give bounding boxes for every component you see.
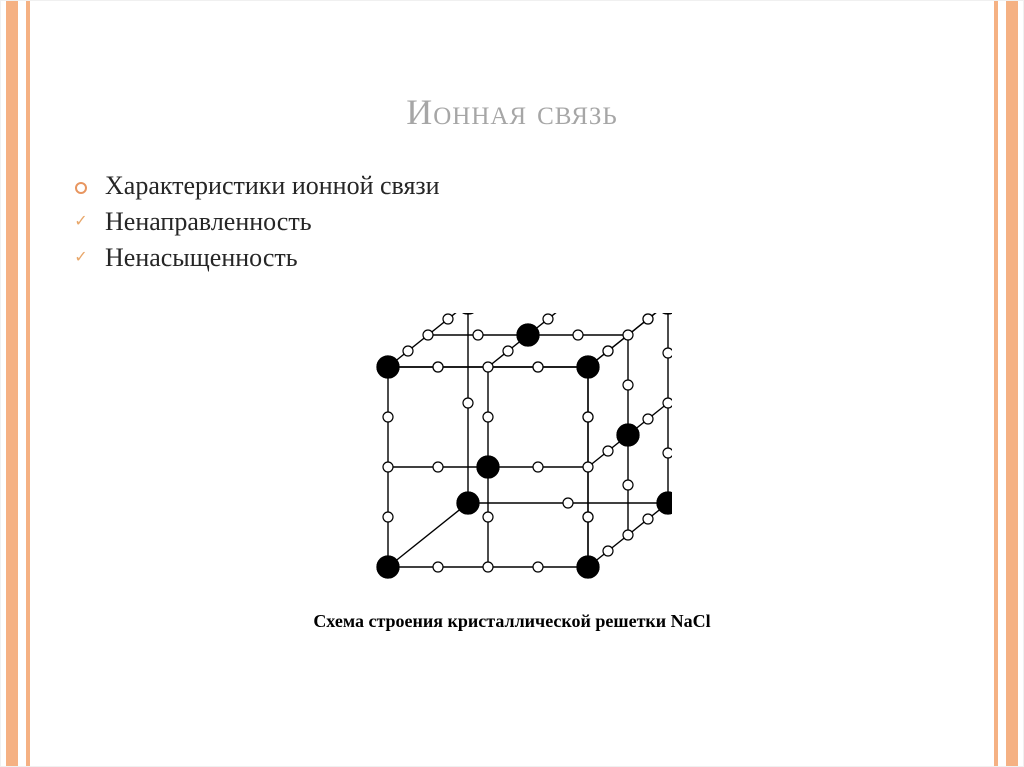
check-icon: ✓ (71, 214, 91, 230)
bullet-main-text: Характеристики ионной связи (105, 171, 440, 201)
bullet-sub-1-text: Ненаправленность (105, 207, 312, 237)
diagram-caption: Схема строения кристаллической решетки N… (313, 611, 710, 632)
bullet-sub-2: ✓ Ненасыщенность (71, 243, 953, 273)
check-icon: ✓ (71, 250, 91, 266)
ring-bullet-icon (71, 171, 91, 201)
diagram-wrap: Схема строения кристаллической решетки N… (71, 313, 953, 632)
crystal-lattice-diagram (352, 313, 672, 603)
body-area: Характеристики ионной связи ✓ Ненаправле… (71, 171, 953, 632)
title-area: Ионная связь (1, 91, 1023, 133)
slide-title: Ионная связь (1, 91, 1023, 133)
bullet-sub-2-text: Ненасыщенность (105, 243, 298, 273)
slide: Ионная связь Характеристики ионной связи… (0, 0, 1024, 767)
bullet-main: Характеристики ионной связи (71, 171, 953, 201)
bullet-sub-1: ✓ Ненаправленность (71, 207, 953, 237)
bullet-list: Характеристики ионной связи ✓ Ненаправле… (71, 171, 953, 273)
